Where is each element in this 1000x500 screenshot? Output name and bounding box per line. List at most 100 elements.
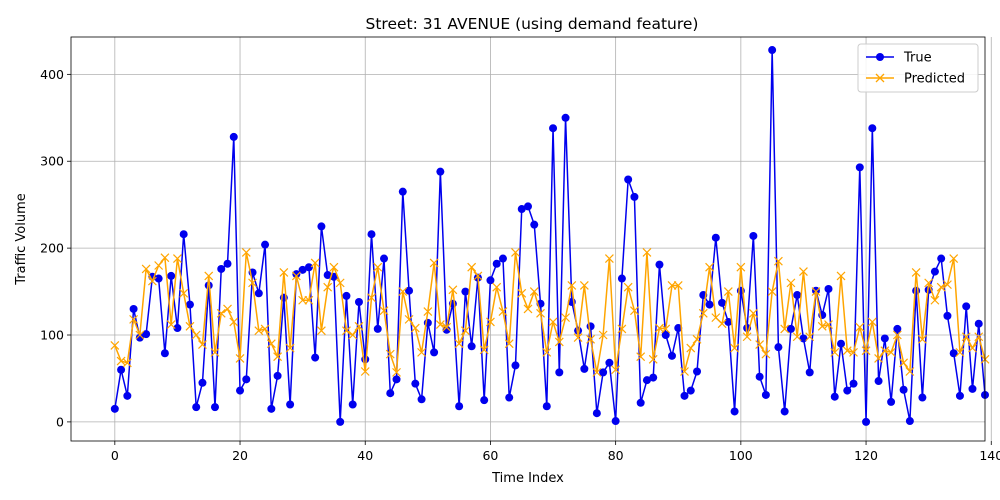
data-point-predicted xyxy=(248,278,257,288)
data-point-predicted xyxy=(486,317,495,327)
data-point-true xyxy=(862,417,871,426)
data-point-true xyxy=(480,396,489,405)
data-point-predicted xyxy=(717,319,727,329)
data-point-true xyxy=(768,46,777,55)
data-point-true xyxy=(855,163,864,172)
data-point-true xyxy=(311,353,320,362)
y-tick-label: 100 xyxy=(40,328,64,343)
data-point-true xyxy=(455,402,464,411)
data-point-true xyxy=(323,271,332,280)
data-point-true xyxy=(642,376,651,385)
data-point-predicted xyxy=(385,349,395,359)
data-point-predicted xyxy=(147,276,157,286)
data-point-true xyxy=(135,333,144,342)
x-tick-label: 100 xyxy=(729,448,753,463)
data-point-predicted xyxy=(354,321,364,331)
data-point-true xyxy=(342,291,351,300)
data-point-true xyxy=(905,417,914,426)
data-point-predicted xyxy=(579,281,589,290)
data-point-true xyxy=(799,334,808,343)
x-tick-label: 120 xyxy=(854,448,878,463)
data-point-predicted xyxy=(304,295,314,305)
data-point-predicted xyxy=(467,262,477,272)
data-point-predicted xyxy=(542,347,552,357)
data-point-true xyxy=(367,230,376,239)
data-point-predicted xyxy=(586,334,596,344)
data-point-predicted xyxy=(623,282,633,292)
data-point-predicted xyxy=(604,254,614,263)
data-point-true xyxy=(154,274,163,283)
data-point-true xyxy=(123,391,132,400)
x-axis-label: Time Index xyxy=(491,471,564,486)
data-point-true xyxy=(561,113,570,122)
data-point-true xyxy=(899,385,908,394)
data-point-true xyxy=(430,348,439,357)
data-point-predicted xyxy=(723,287,733,296)
legend: True Predicted xyxy=(857,43,979,93)
data-point-predicted xyxy=(266,339,276,349)
data-point-true xyxy=(386,389,395,398)
data-point-predicted xyxy=(911,268,921,277)
data-point-true xyxy=(304,263,313,272)
data-point-predicted xyxy=(285,343,295,353)
data-point-predicted xyxy=(342,326,351,336)
data-point-predicted xyxy=(824,320,833,330)
y-gridlines xyxy=(71,73,985,423)
data-point-predicted xyxy=(886,347,896,357)
data-point-true xyxy=(530,220,539,229)
data-point-predicted xyxy=(805,332,815,342)
data-point-true xyxy=(286,400,295,409)
data-point-true xyxy=(511,361,520,370)
data-point-predicted xyxy=(836,271,846,281)
data-point-predicted xyxy=(705,262,714,272)
x-axis-ticks: 0 20 40 60 80 100 120 140 xyxy=(111,441,1000,463)
data-point-true xyxy=(486,276,495,285)
data-point-predicted xyxy=(511,248,520,257)
data-point-true xyxy=(292,270,301,279)
x-gridlines xyxy=(114,37,992,441)
data-point-true xyxy=(974,319,983,328)
data-point-predicted xyxy=(316,326,326,336)
data-point-true xyxy=(705,300,714,309)
data-point-predicted xyxy=(642,248,652,257)
data-point-predicted xyxy=(867,317,877,327)
data-point-predicted xyxy=(767,287,777,296)
data-point-true xyxy=(711,233,720,242)
data-point-true xyxy=(492,259,501,268)
series-predicted xyxy=(110,248,990,377)
data-point-true xyxy=(198,378,207,387)
data-point-true xyxy=(524,202,532,211)
data-point-predicted xyxy=(592,367,602,377)
legend-true-marker xyxy=(876,53,884,61)
data-point-predicted xyxy=(498,307,508,316)
data-point-true xyxy=(674,324,683,333)
data-point-true xyxy=(592,409,601,418)
data-point-true xyxy=(348,400,357,409)
data-point-true xyxy=(267,404,276,413)
data-point-predicted xyxy=(598,330,608,340)
x-tick-label: 60 xyxy=(482,448,498,463)
data-point-predicted xyxy=(792,332,802,342)
data-point-true xyxy=(442,325,451,334)
data-point-true xyxy=(179,230,188,239)
data-point-predicted xyxy=(198,340,207,349)
data-point-predicted xyxy=(799,267,808,277)
data-point-true xyxy=(517,205,526,214)
data-point-true xyxy=(837,339,846,348)
data-point-true xyxy=(811,286,820,295)
data-point-true xyxy=(261,240,270,249)
data-point-true xyxy=(667,351,676,360)
data-point-predicted xyxy=(122,358,132,368)
data-point-predicted xyxy=(667,281,677,290)
data-point-true xyxy=(968,384,977,393)
data-point-predicted xyxy=(773,256,783,266)
data-point-true xyxy=(893,324,902,333)
data-point-true xyxy=(160,349,169,358)
data-point-predicted xyxy=(398,287,408,296)
data-point-true xyxy=(611,417,620,426)
data-point-true xyxy=(930,267,939,276)
plot-frame xyxy=(70,36,986,442)
data-point-predicted xyxy=(429,258,439,268)
data-point-true xyxy=(467,342,476,351)
